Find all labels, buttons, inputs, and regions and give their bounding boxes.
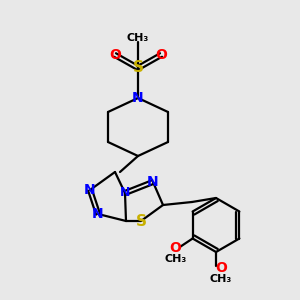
Text: O: O [109, 48, 121, 62]
Text: CH₃: CH₃ [164, 254, 187, 265]
Text: S: S [136, 214, 146, 229]
Text: N: N [84, 183, 96, 197]
Text: N: N [132, 91, 144, 105]
Text: O: O [215, 261, 227, 275]
Text: CH₃: CH₃ [210, 274, 232, 284]
Text: N: N [147, 175, 159, 189]
Text: O: O [155, 48, 167, 62]
Text: N: N [120, 187, 130, 200]
Text: CH₃: CH₃ [127, 33, 149, 43]
Text: S: S [133, 61, 143, 76]
Text: N: N [92, 207, 104, 221]
Text: O: O [170, 242, 182, 256]
